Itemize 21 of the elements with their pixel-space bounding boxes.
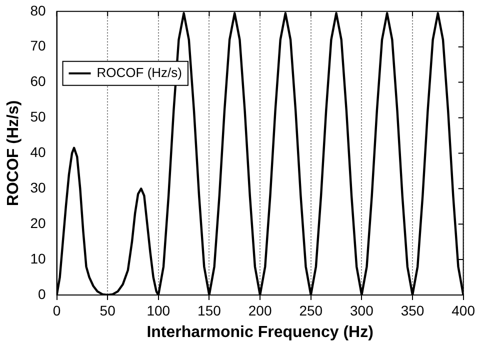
x-axis-title: Interharmonic Frequency (Hz) — [146, 324, 374, 341]
x-tick-label: 150 — [198, 302, 222, 318]
x-tick-label: 250 — [299, 302, 323, 318]
y-tick-label: 70 — [30, 38, 46, 54]
y-tick-label: 20 — [30, 214, 46, 231]
legend-label: ROCOF (Hz/s) — [96, 64, 182, 80]
y-tick-label: 60 — [30, 73, 46, 90]
x-tick-label: 50 — [100, 302, 116, 318]
y-tick-label: 40 — [30, 144, 46, 160]
x-tick-label: 100 — [146, 302, 170, 318]
x-tick-label: 200 — [248, 302, 272, 318]
x-tick-label: 300 — [350, 302, 374, 318]
x-tick-label: 400 — [452, 302, 476, 318]
y-tick-label: 50 — [30, 108, 46, 125]
y-tick-label: 0 — [38, 286, 46, 302]
x-tick-label: 350 — [400, 302, 424, 318]
x-tick-label: 0 — [52, 302, 61, 318]
y-axis-title: ROCOF (Hz/s) — [5, 100, 22, 206]
y-tick-label: 10 — [30, 250, 46, 266]
y-tick-label: 80 — [30, 2, 46, 18]
y-tick-label: 30 — [30, 180, 46, 196]
